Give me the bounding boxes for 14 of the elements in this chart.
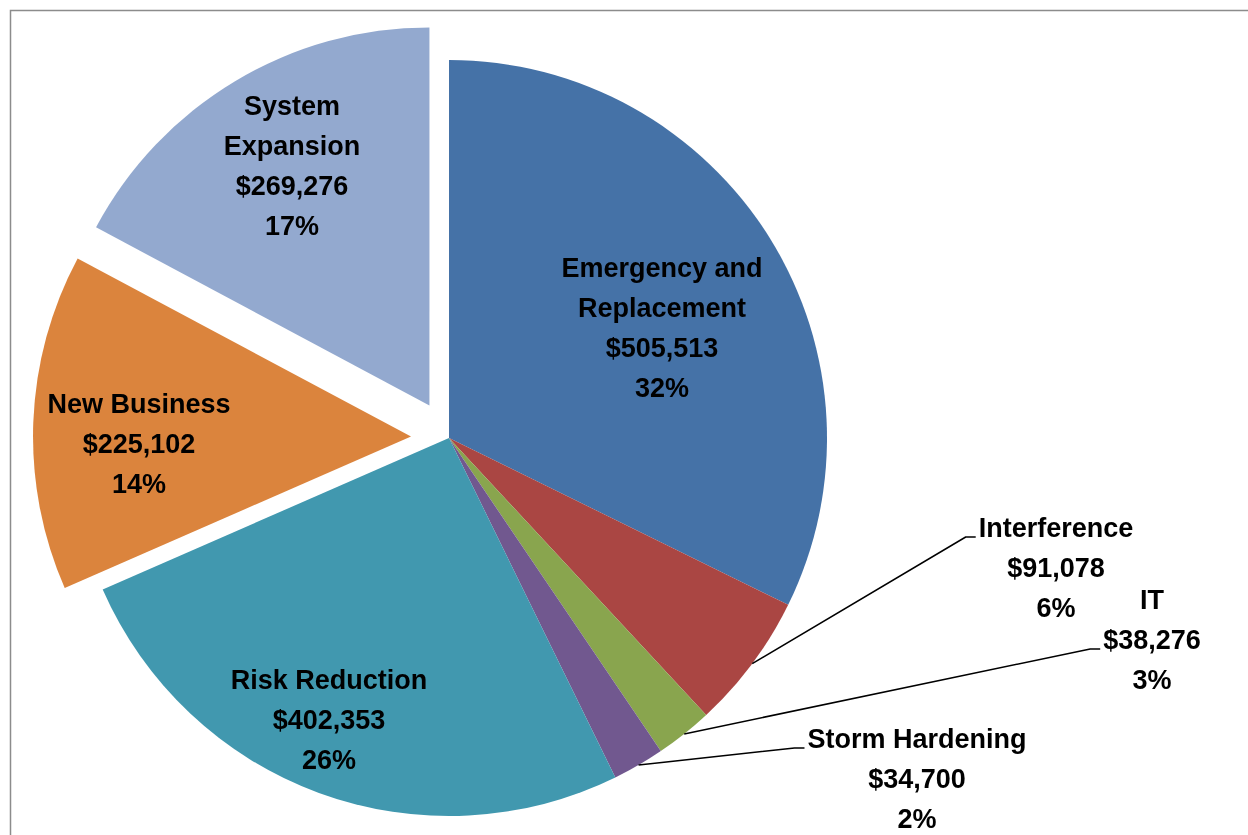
data-label: $34,700 2% (868, 764, 966, 835)
slice-label: Storm Hardening (807, 724, 1027, 755)
slice-label: Interference (978, 513, 1134, 544)
data-label: $505,513 32% (605, 333, 719, 404)
slice-label: IT (1140, 585, 1165, 616)
data-label: $269,276 17% (235, 171, 349, 242)
data-label: $91,078 6% (1007, 553, 1105, 624)
data-label: $225,102 14% (82, 429, 196, 500)
slice-label: Risk Reduction (230, 665, 428, 696)
data-label: $402,353 26% (272, 705, 386, 776)
slice-label: New Business (47, 389, 231, 420)
data-label: $38,276 3% (1103, 625, 1201, 696)
slice-label: System Expansion (223, 91, 361, 162)
slice-label: Emergency and Replacement (561, 253, 763, 324)
